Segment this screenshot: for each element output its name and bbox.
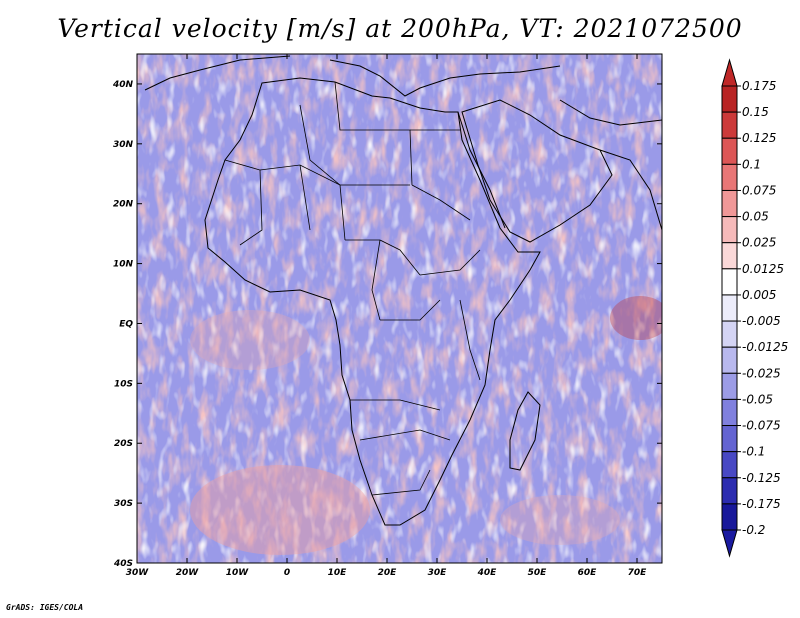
lon-tick-label: 50E <box>528 568 548 578</box>
lat-tick-label: 30N <box>113 140 134 150</box>
colorbar-swatch <box>721 85 738 113</box>
colorbar-label: -0.075 <box>742 419 781 433</box>
lat-tick-label: 40S <box>113 559 133 569</box>
lon-tick-label: 20E <box>378 568 398 578</box>
coastlines <box>144 55 662 526</box>
colorbar-swatch <box>721 346 738 374</box>
colorbar-label: -0.1 <box>742 445 765 459</box>
plot-frame <box>136 53 663 564</box>
colorbar-swatch <box>721 189 738 218</box>
lon-tick-label: 60E <box>578 568 598 578</box>
lat-tick-label: 20S <box>114 439 133 449</box>
lat-tick-label: 30S <box>114 499 133 509</box>
colorbar-label: 0.125 <box>742 131 776 145</box>
lat-tick-label: EQ <box>119 319 133 329</box>
colorbar-swatch <box>721 320 738 348</box>
colorbar-label: 0.15 <box>742 105 769 119</box>
lon-tick-label: 30E <box>428 568 448 578</box>
lon-tick-label: 40E <box>477 568 498 578</box>
lat-tick-label: 20N <box>113 200 134 210</box>
lat-tick-label: 40N <box>112 80 134 90</box>
colorbar-swatch <box>721 242 738 270</box>
colorbar-swatch <box>721 163 738 191</box>
colorbar-label: 0.05 <box>742 210 769 224</box>
colorbar-swatch <box>721 137 738 165</box>
longitude-axis: 30W 20W 10W 0 10E 20E 30E 40E 50E 60E 70E <box>126 54 647 578</box>
velocity-field <box>137 54 662 563</box>
colorbar-swatch <box>721 216 738 244</box>
lon-tick-label: 10E <box>328 568 348 578</box>
lon-tick-label: 0 <box>284 568 290 578</box>
colorbar-label: -0.05 <box>742 392 773 406</box>
lon-tick-label: 70E <box>628 568 648 578</box>
colorbar-swatch <box>721 477 738 505</box>
colorbar-swatch <box>721 111 738 139</box>
lat-tick-label: 10N <box>113 260 134 270</box>
colorbar-label: 0.025 <box>742 236 776 250</box>
grads-credit: GrADS: IGES/COLA <box>6 603 84 612</box>
colorbar-swatch <box>721 268 738 296</box>
colorbar-label: -0.0125 <box>742 340 788 354</box>
colorbar-bottom-arrow <box>721 529 738 558</box>
lat-tick-label: 10S <box>114 379 133 389</box>
colorbar-label: 0.075 <box>742 183 776 197</box>
colorbar-label: -0.125 <box>742 471 781 485</box>
lon-tick-label: 10W <box>226 568 250 578</box>
country-borders <box>224 81 481 496</box>
latitude-axis: 40N 30N 20N 10N EQ 10S 20S 30S 40S <box>112 80 662 569</box>
lon-tick-label: 20W <box>176 568 200 578</box>
colorbar-swatch <box>721 503 738 531</box>
colorbar: 0.175 0.15 0.125 0.1 0.075 0.05 0.025 0.0125 0.0… <box>721 58 788 558</box>
colorbar-label: -0.005 <box>742 314 781 328</box>
colorbar-label: 0.0125 <box>742 262 784 276</box>
colorbar-swatch <box>721 294 738 322</box>
colorbar-top-arrow <box>721 58 738 87</box>
colorbar-label: 0.175 <box>742 79 776 93</box>
colorbar-label: 0.005 <box>742 288 776 302</box>
colorbar-label: 0.1 <box>742 157 761 171</box>
colorbar-swatch <box>721 372 738 400</box>
colorbar-swatch <box>721 451 738 479</box>
colorbar-label: -0.2 <box>742 523 765 537</box>
map-title: Vertical velocity [m/s] at 200hPa, VT: 2… <box>57 14 743 43</box>
colorbar-swatch <box>721 425 738 453</box>
colorbar-label: -0.025 <box>742 366 781 380</box>
colorbar-label: -0.175 <box>742 497 781 511</box>
lon-tick-label: 30W <box>126 568 150 578</box>
colorbar-swatch <box>721 398 738 427</box>
